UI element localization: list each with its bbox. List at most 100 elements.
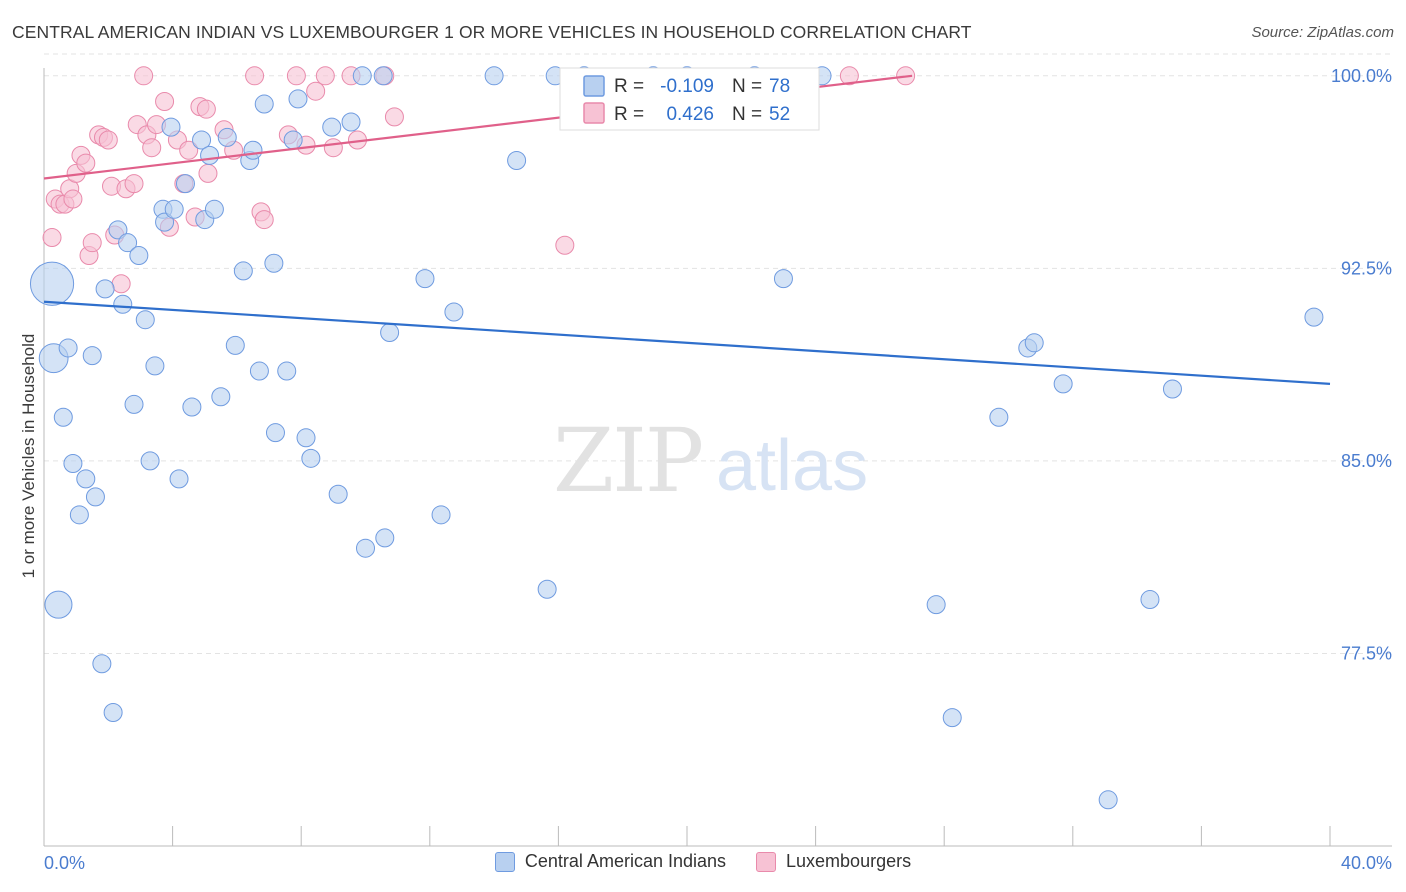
central-american-indian-point: [192, 130, 212, 150]
central-american-indian-point: [926, 595, 946, 615]
legend-r-value-blue: -0.109: [660, 76, 714, 97]
central-american-indian-point: [1304, 307, 1324, 327]
luxembourger-point: [82, 233, 102, 253]
legend-n-label-blue: N =: [732, 76, 762, 97]
central-american-indian-point: [211, 387, 231, 407]
axes: [43, 68, 1392, 847]
legend-swatch-pink: [583, 102, 605, 124]
central-american-indian-point: [140, 451, 160, 471]
luxembourger-point: [839, 66, 859, 86]
central-american-indian-point: [249, 361, 269, 381]
central-american-indian-point: [507, 151, 527, 171]
legend-swatch-central-american-indians: [494, 851, 515, 872]
watermark: ZIP atlas: [553, 409, 868, 512]
central-american-indian-point: [82, 346, 102, 366]
central-american-indian-point: [1053, 374, 1073, 394]
legend-swatch-blue: [583, 75, 605, 97]
luxembourger-point: [198, 163, 218, 183]
luxembourger-point: [63, 189, 83, 209]
central-american-indian-point: [341, 112, 361, 132]
central-american-indian-point: [243, 140, 263, 160]
chart-title: CENTRAL AMERICAN INDIAN VS LUXEMBOURGER …: [12, 22, 972, 42]
central-american-indian-point: [356, 538, 375, 558]
legend-swatch-luxembourgers: [756, 851, 777, 872]
luxembourger-point: [196, 99, 216, 119]
central-american-indian-point: [431, 505, 451, 525]
luxembourger-point: [315, 66, 335, 86]
central-american-indian-point: [108, 220, 128, 240]
luxembourger-point: [42, 228, 62, 248]
central-american-indian-point: [322, 117, 342, 137]
y-tick-label: 100.0%: [1331, 66, 1392, 86]
y-tick-label: 85.0%: [1341, 451, 1392, 471]
legend-r-label-pink: R =: [614, 104, 644, 125]
central-american-indian-point: [264, 253, 284, 273]
luxembourger-point: [111, 274, 131, 294]
x-tick-label-min: 0.0%: [44, 853, 85, 873]
luxembourger-point: [98, 130, 118, 150]
central-american-indian-point: [182, 397, 202, 417]
central-american-indian-point: [63, 453, 83, 473]
luxembourger-point: [286, 66, 306, 86]
luxembourger-point: [245, 66, 265, 86]
legend-item-luxembourgers[interactable]: Luxembourgers: [756, 851, 911, 872]
central-american-indian-point: [942, 708, 962, 728]
central-american-indian-point: [124, 394, 144, 414]
legend-r-value-pink: 0.426: [666, 104, 714, 125]
central-american-indian-point: [175, 174, 195, 194]
central-american-indian-point: [69, 505, 89, 525]
legend-n-label-pink: N =: [732, 104, 762, 125]
central-american-indian-point: [283, 130, 303, 150]
correlation-legend: R = -0.109 N = 78 R = 0.426 N = 52: [559, 67, 820, 131]
legend-n-value-pink: 52: [769, 104, 790, 125]
y-tick-label: 77.5%: [1341, 643, 1392, 663]
central-american-indian-point: [155, 212, 175, 232]
central-american-indian-point: [380, 323, 400, 343]
luxembourger-point: [306, 81, 326, 101]
watermark-zip: ZIP: [553, 409, 702, 512]
luxembourger-point: [76, 153, 96, 173]
central-american-indian-point: [129, 246, 149, 266]
luxembourger-point: [155, 91, 175, 111]
central-american-indian-point: [118, 233, 138, 253]
series-legend: Central American Indians Luxembourgers: [0, 851, 1406, 872]
central-american-indian-point: [85, 487, 105, 507]
central-american-indian-point: [135, 310, 155, 330]
x-tick-label-max: 40.0%: [1341, 853, 1392, 873]
central-american-indian-point: [145, 356, 165, 376]
luxembourger-point: [124, 174, 144, 194]
x-tick-labels: 0.0% 40.0%: [44, 853, 1392, 873]
luxembourger-point: [254, 210, 274, 230]
central-american-indian-point: [225, 335, 245, 355]
central-american-indian-point: [58, 338, 78, 358]
central-american-indian-point: [113, 294, 133, 314]
trendline-central-american-indians: [43, 300, 1331, 385]
central-american-indian-point: [484, 66, 504, 86]
central-american-indian-point: [277, 361, 297, 381]
central-american-indian-point: [773, 269, 793, 289]
y-tick-label: 92.5%: [1341, 258, 1392, 278]
central-american-indian-point: [53, 407, 73, 427]
luxembourger-point: [555, 235, 575, 255]
central-american-indian-point: [204, 199, 224, 219]
central-american-indian-point: [1140, 590, 1160, 610]
central-american-indian-point: [161, 117, 181, 137]
legend-item-central-american-indians[interactable]: Central American Indians: [494, 851, 726, 872]
luxembourger-point: [323, 138, 343, 158]
central-american-indian-point: [415, 269, 435, 289]
y-tick-labels: 77.5% 85.0% 92.5% 100.0%: [1331, 66, 1392, 664]
central-american-indian-point: [288, 89, 308, 109]
luxembourger-point: [384, 107, 404, 127]
central-american-indian-point: [296, 428, 316, 448]
central-american-indian-point: [169, 469, 189, 489]
central-american-indian-point: [352, 66, 372, 86]
central-american-indian-point: [444, 302, 464, 322]
central-american-indian-point: [217, 127, 237, 147]
x-ticks: [43, 826, 1331, 846]
central-american-indian-point: [254, 94, 274, 114]
central-american-indian-point: [265, 423, 285, 443]
central-american-indian-point: [103, 703, 123, 722]
legend-r-label-blue: R =: [614, 76, 644, 97]
central-american-indian-point: [76, 469, 96, 489]
